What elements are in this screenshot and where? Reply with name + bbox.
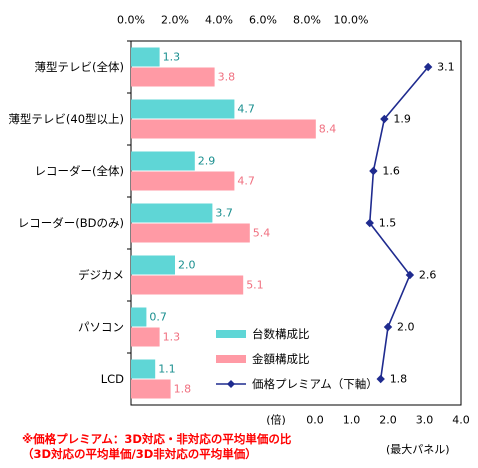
bar-value-share xyxy=(131,327,160,347)
legend-marker xyxy=(227,380,235,388)
premium-marker xyxy=(365,218,374,228)
premium-note-line2: （3D対応の平均単価/3D非対応の平均単価） xyxy=(22,447,257,461)
category-label: レコーダー(全体) xyxy=(35,164,124,178)
top-axis-tick-label: 6.0% xyxy=(249,14,277,27)
bar-value-share xyxy=(131,223,250,243)
bottom-axis-tick-label: 3.0 xyxy=(416,414,434,427)
premium-marker xyxy=(423,62,433,72)
bar-data-label: 0.7 xyxy=(149,311,167,324)
bar-unit-share xyxy=(131,203,213,223)
premium-marker xyxy=(369,166,378,176)
premium-data-label: 1.6 xyxy=(382,165,400,178)
bar-data-label: 2.9 xyxy=(198,155,216,168)
bottom-axis-tick-label: 4.0 xyxy=(452,414,470,427)
bar-unit-share xyxy=(131,307,147,327)
bar-data-label: 3.7 xyxy=(215,207,233,220)
premium-note-line1: ※価格プレミアム：3D対応・非対応の平均単価の比 xyxy=(22,432,292,446)
premium-data-label: 3.1 xyxy=(437,61,455,74)
bar-data-label: 1.3 xyxy=(163,331,181,344)
bar-data-label: 3.8 xyxy=(218,71,236,84)
bottom-axis-tick-label: 0.0 xyxy=(306,414,324,427)
top-axis-tick-label: 8.0% xyxy=(293,14,321,27)
top-axis-tick-label: 4.0% xyxy=(205,14,233,27)
top-axis-tick-label: 0.0% xyxy=(117,14,145,27)
bar-data-label: 2.0 xyxy=(178,259,196,272)
premium-marker xyxy=(383,322,393,332)
top-axis-tick-label: 2.0% xyxy=(161,14,189,27)
bar-value-share xyxy=(131,171,235,191)
bar-value-share xyxy=(131,67,215,87)
legend-label: 金額構成比 xyxy=(252,352,310,366)
bar-data-label: 5.1 xyxy=(246,279,264,292)
bar-value-share xyxy=(131,275,244,295)
bar-unit-share xyxy=(131,47,160,67)
category-label: LCD xyxy=(101,372,124,386)
premium-data-label: 1.5 xyxy=(379,217,397,230)
bar-data-label: 1.8 xyxy=(174,383,192,396)
bar-unit-share xyxy=(131,359,156,379)
bottom-axis-unit-label: (倍) xyxy=(266,413,286,427)
bar-unit-share xyxy=(131,151,195,171)
premium-data-label: 2.6 xyxy=(419,269,437,282)
premium-marker xyxy=(405,270,415,280)
bar-data-label: 5.4 xyxy=(253,227,270,240)
bar-data-label: 4.7 xyxy=(237,175,255,188)
bar-data-label: 1.1 xyxy=(158,363,176,376)
bar-unit-share xyxy=(131,99,235,119)
category-label: デジカメ xyxy=(78,268,124,282)
plot-frame xyxy=(130,40,462,406)
category-label: 薄型テレビ(全体) xyxy=(35,60,124,74)
bar-value-share xyxy=(131,379,171,399)
premium-marker xyxy=(376,374,385,384)
bar-value-share xyxy=(131,119,316,139)
legend-swatch xyxy=(216,330,246,338)
legend-label: 価格プレミアム（下軸） xyxy=(252,377,378,391)
category-label: レコーダー(BDのみ) xyxy=(18,216,124,230)
bar-data-label: 1.3 xyxy=(163,51,181,64)
bar-data-label: 4.7 xyxy=(237,103,255,116)
bar-unit-share xyxy=(131,255,175,275)
category-label: 薄型テレビ(40型以上) xyxy=(8,112,124,126)
bar-data-label: 8.4 xyxy=(319,123,337,136)
category-label: パソコン xyxy=(78,320,124,334)
bottom-axis-tick-label: 1.0 xyxy=(343,414,361,427)
legend-label: 台数構成比 xyxy=(252,327,310,341)
corner-label: (最大パネル) xyxy=(386,443,450,456)
legend-swatch xyxy=(216,355,246,363)
premium-data-label: 2.0 xyxy=(397,321,415,334)
premium-data-label: 1.9 xyxy=(393,113,411,126)
premium-marker xyxy=(380,114,389,124)
premium-data-label: 1.8 xyxy=(390,373,408,386)
top-axis-tick-label: 10.0% xyxy=(334,14,369,27)
bottom-axis-tick-label: 2.0 xyxy=(379,414,397,427)
